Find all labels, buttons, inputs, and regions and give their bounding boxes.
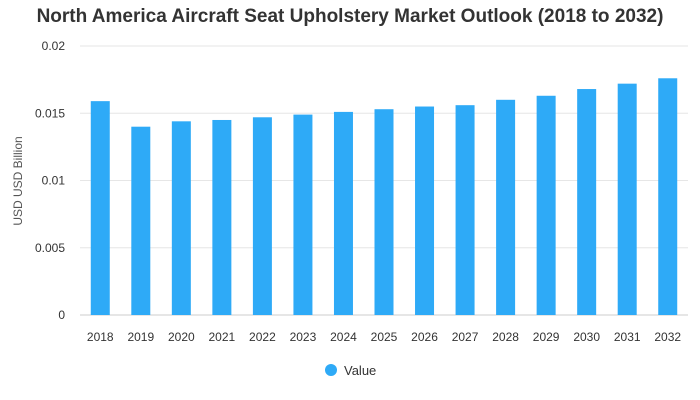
bar-2032[interactable] bbox=[658, 78, 678, 315]
x-tick-label: 2027 bbox=[452, 330, 479, 344]
x-tick-label: 2019 bbox=[127, 330, 154, 344]
chart-title: North America Aircraft Seat Upholstery M… bbox=[36, 6, 664, 27]
x-tick-label: 2028 bbox=[492, 330, 519, 344]
bar-2031[interactable] bbox=[617, 83, 637, 315]
x-tick-label: 2021 bbox=[209, 330, 236, 344]
x-tick-label: 2024 bbox=[330, 330, 357, 344]
y-tick-labels: 0 0.005 0.01 0.015 0.02 bbox=[35, 39, 65, 322]
y-tick-label: 0.005 bbox=[35, 241, 65, 255]
bar-2021[interactable] bbox=[212, 119, 232, 315]
x-tick-labels: 2018 2019 2020 2021 2022 2023 2024 2025 2026 2027… bbox=[87, 330, 681, 344]
x-tick-label: 2022 bbox=[249, 330, 276, 344]
x-tick-label: 2029 bbox=[533, 330, 560, 344]
bar-2023[interactable] bbox=[293, 114, 313, 315]
y-axis-label: USD USD Billion bbox=[11, 136, 25, 225]
bar-2027[interactable] bbox=[455, 105, 475, 316]
x-tick-label: 2026 bbox=[411, 330, 438, 344]
y-tick-label: 0 bbox=[58, 308, 65, 322]
legend[interactable]: Value bbox=[325, 363, 376, 378]
y-tick-label: 0.02 bbox=[42, 39, 66, 53]
x-tick-label: 2032 bbox=[654, 330, 681, 344]
y-tick-label: 0.015 bbox=[35, 106, 65, 120]
bar-2022[interactable] bbox=[252, 117, 272, 315]
bar-2018[interactable] bbox=[90, 101, 110, 316]
bar-2020[interactable] bbox=[171, 121, 191, 315]
legend-label-value: Value bbox=[344, 363, 376, 378]
x-tick-label: 2030 bbox=[573, 330, 600, 344]
bar-2030[interactable] bbox=[577, 89, 597, 315]
x-tick-label: 2025 bbox=[371, 330, 398, 344]
bar-2025[interactable] bbox=[374, 109, 394, 315]
x-tick-label: 2018 bbox=[87, 330, 114, 344]
x-tick-label: 2023 bbox=[290, 330, 317, 344]
bar-2019[interactable] bbox=[131, 126, 151, 315]
legend-swatch bbox=[325, 364, 337, 376]
bar-2029[interactable] bbox=[536, 95, 556, 315]
x-tick-label: 2031 bbox=[614, 330, 641, 344]
y-tick-label: 0.01 bbox=[42, 174, 66, 188]
bars bbox=[90, 78, 678, 316]
bar-2026[interactable] bbox=[415, 106, 435, 316]
x-tick-label: 2020 bbox=[168, 330, 195, 344]
bar-2028[interactable] bbox=[496, 99, 516, 315]
bar-2024[interactable] bbox=[333, 111, 353, 315]
